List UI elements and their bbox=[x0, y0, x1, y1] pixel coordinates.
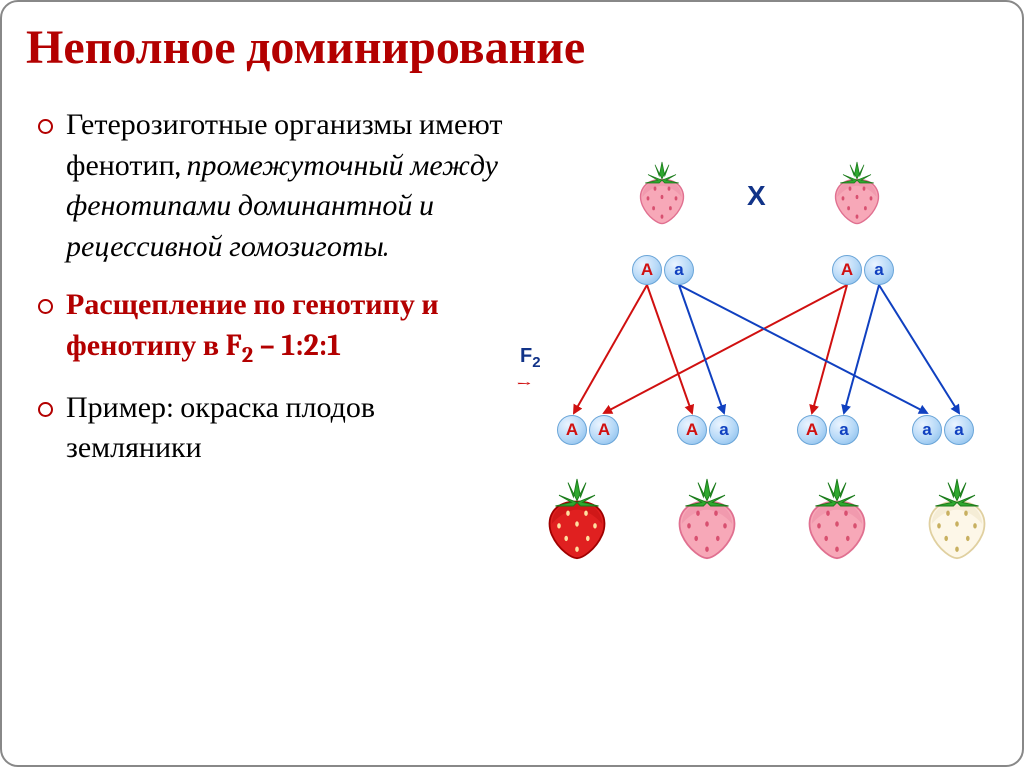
bullet-item: Гетерозиготные организмы имеют фенотип, … bbox=[32, 105, 512, 267]
cross-symbol: X bbox=[747, 180, 766, 212]
offspring-allele: A bbox=[677, 415, 707, 445]
parent-allele: a bbox=[864, 255, 894, 285]
offspring-allele: A bbox=[589, 415, 619, 445]
offspring-allele: a bbox=[709, 415, 739, 445]
bullet-list: Гетерозиготные организмы имеют фенотип, … bbox=[32, 105, 512, 469]
bullet-text: – 1:2:1 bbox=[253, 328, 341, 363]
genetics-diagram: X F2 → bbox=[512, 95, 992, 615]
offspring-allele: A bbox=[557, 415, 587, 445]
offspring-allele: A bbox=[797, 415, 827, 445]
bullet-text: Пример: окраска плодов земляники bbox=[66, 390, 375, 466]
f2-label: F2 bbox=[520, 345, 541, 371]
offspring-strawberry-icon bbox=[662, 470, 752, 564]
content-row: Гетерозиготные организмы имеют фенотип, … bbox=[32, 95, 992, 615]
offspring-strawberry-icon bbox=[792, 470, 882, 564]
offspring-allele: a bbox=[829, 415, 859, 445]
parent-allele: a bbox=[664, 255, 694, 285]
offspring-allele: a bbox=[944, 415, 974, 445]
bullet-text: 2 bbox=[242, 342, 253, 368]
page-title: Неполное доминирование bbox=[26, 20, 992, 75]
text-column: Гетерозиготные организмы имеют фенотип, … bbox=[32, 95, 512, 615]
offspring-strawberry-icon bbox=[912, 470, 1002, 564]
parent-allele: A bbox=[832, 255, 862, 285]
parent-strawberry-icon bbox=[822, 155, 892, 229]
offspring-strawberry-icon bbox=[532, 470, 622, 564]
bullet-item: Пример: окраска плодов земляники bbox=[32, 388, 512, 469]
parent-strawberry-icon bbox=[627, 155, 697, 229]
bullet-item: Расщепление по генотипу и фенотипу в F2 … bbox=[32, 285, 512, 370]
parent-allele: A bbox=[632, 255, 662, 285]
offspring-allele: a bbox=[912, 415, 942, 445]
f2-arrow-icon: → bbox=[516, 373, 532, 396]
